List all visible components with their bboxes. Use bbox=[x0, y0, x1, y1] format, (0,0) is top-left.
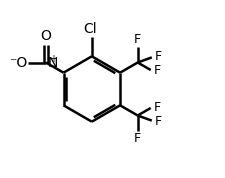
Text: F: F bbox=[154, 115, 161, 128]
Text: F: F bbox=[153, 64, 160, 77]
Text: N: N bbox=[48, 56, 58, 69]
Text: ⁻O: ⁻O bbox=[9, 56, 27, 69]
Text: Cl: Cl bbox=[83, 22, 97, 36]
Text: O: O bbox=[40, 29, 51, 43]
Text: F: F bbox=[154, 50, 161, 63]
Text: F: F bbox=[133, 33, 141, 46]
Text: F: F bbox=[153, 101, 160, 114]
Text: F: F bbox=[133, 132, 141, 145]
Text: +: + bbox=[49, 54, 57, 64]
